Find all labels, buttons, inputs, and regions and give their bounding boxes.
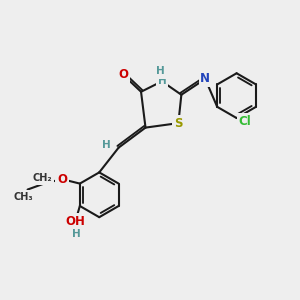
Text: OH: OH xyxy=(65,215,85,228)
Text: N: N xyxy=(200,72,210,86)
Text: Cl: Cl xyxy=(238,115,251,128)
Text: CH₂: CH₂ xyxy=(33,173,52,183)
Text: H: H xyxy=(158,76,166,86)
Text: H: H xyxy=(156,66,165,76)
Text: H: H xyxy=(102,140,111,150)
Text: S: S xyxy=(174,117,183,130)
Text: O: O xyxy=(57,172,67,186)
Text: H: H xyxy=(158,68,167,77)
Text: H: H xyxy=(73,229,81,239)
Text: O: O xyxy=(118,68,128,81)
Text: CH₃: CH₃ xyxy=(13,192,33,202)
